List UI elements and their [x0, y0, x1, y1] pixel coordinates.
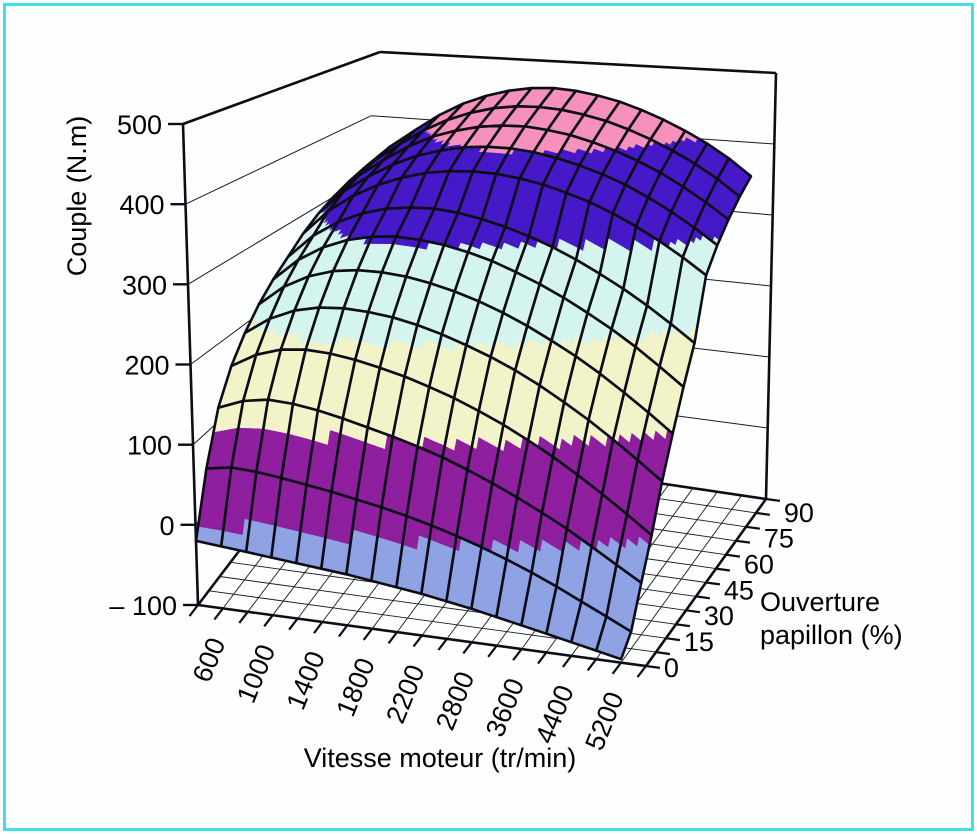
x-tick-label: 2200 [380, 661, 430, 728]
y-axis-title-line2: papillon (%) [760, 620, 903, 650]
x-axis-title: Vitesse moteur (tr/min) [304, 743, 577, 773]
x-tick-label: 5200 [579, 688, 629, 755]
x-tick-label: 4400 [530, 681, 580, 748]
y-tick-label: 75 [764, 524, 794, 554]
y-axis-title-line1: Ouverture [760, 587, 880, 617]
z-axis-title: Couple (N.m) [62, 116, 92, 277]
y-tick-label: 15 [684, 627, 714, 657]
y-tick-label: 90 [784, 498, 814, 528]
y-tick-label: 45 [724, 575, 754, 605]
z-tick-label: – 100 [109, 591, 177, 621]
x-tick-label: 2800 [430, 667, 480, 734]
x-tick-label: 1400 [281, 647, 331, 714]
z-axis: 500 400 300 200 100 0 – 100 [109, 110, 200, 621]
y-tick-label: 0 [664, 653, 679, 683]
x-tick-label: 3600 [480, 674, 530, 741]
z-tick-label: 0 [159, 511, 174, 541]
x-tick-label: 1000 [231, 640, 281, 707]
x-tick-label: 1800 [330, 654, 380, 721]
surface-mesh [194, 86, 753, 661]
z-tick-label: 400 [119, 190, 164, 220]
x-tick-label: 600 [187, 633, 232, 686]
z-tick-label: 200 [124, 351, 169, 381]
z-tick-label: 500 [117, 110, 162, 140]
z-tick-label: 300 [122, 270, 167, 300]
y-tick-label: 60 [744, 550, 774, 580]
y-tick-label: 30 [704, 601, 734, 631]
z-tick-label: 100 [127, 431, 172, 461]
